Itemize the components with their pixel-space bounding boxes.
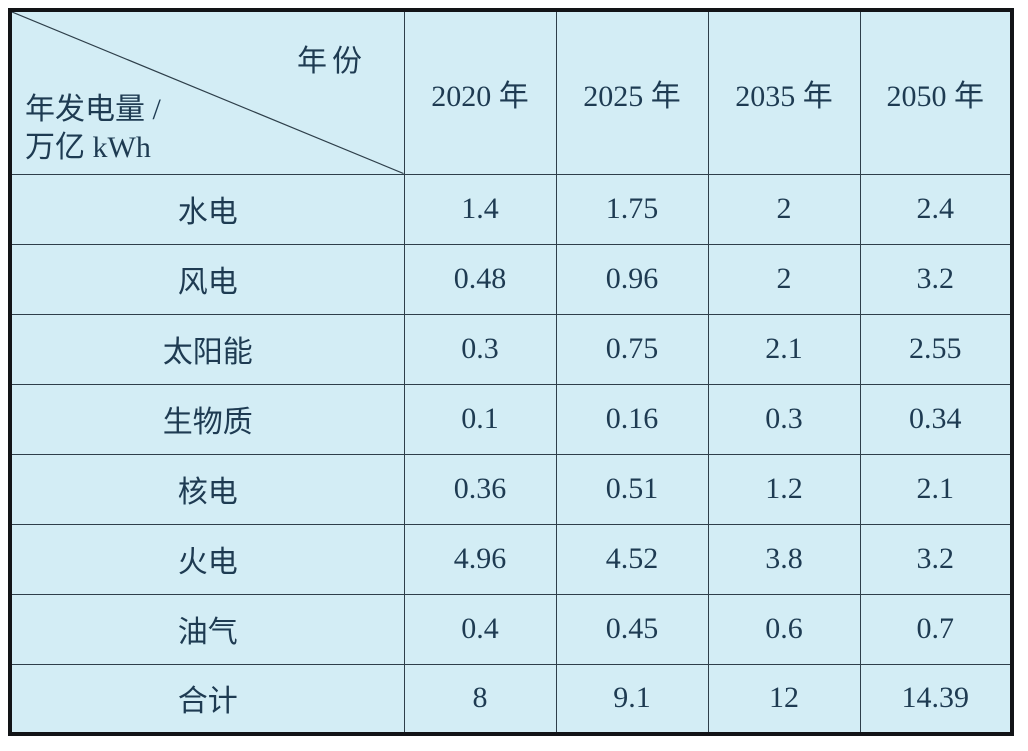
row-label: 风电 (9, 243, 405, 315)
value-cell: 9.1 (555, 663, 709, 735)
value-cell: 3.2 (859, 523, 1013, 595)
value-cell: 8 (403, 663, 557, 735)
column-header-2025: 2025 年 (555, 9, 709, 175)
table-row: 油气 0.4 0.45 0.6 0.7 (9, 593, 1013, 665)
value-cell: 2 (707, 173, 861, 245)
value-cell: 0.6 (707, 593, 861, 665)
table-row: 核电 0.36 0.51 1.2 2.1 (9, 453, 1013, 525)
value-cell: 4.96 (403, 523, 557, 595)
corner-header-cell: 年份 年发电量 / 万亿 kWh (9, 9, 405, 175)
value-cell: 0.16 (555, 383, 709, 455)
value-cell: 3.2 (859, 243, 1013, 315)
value-cell: 0.51 (555, 453, 709, 525)
diagonal-divider-line (12, 12, 404, 174)
value-cell: 2.1 (859, 453, 1013, 525)
value-cell: 1.75 (555, 173, 709, 245)
column-header-2035: 2035 年 (707, 9, 861, 175)
value-cell: 3.8 (707, 523, 861, 595)
table-row: 风电 0.48 0.96 2 3.2 (9, 243, 1013, 315)
table-row: 太阳能 0.3 0.75 2.1 2.55 (9, 313, 1013, 385)
corner-year-label: 年份 (297, 45, 367, 78)
value-cell: 0.3 (403, 313, 557, 385)
row-label: 火电 (9, 523, 405, 595)
row-label: 生物质 (9, 383, 405, 455)
column-header-2020: 2020 年 (403, 9, 557, 175)
value-cell: 0.45 (555, 593, 709, 665)
header-row: 年份 年发电量 / 万亿 kWh 2020 年 2025 年 2035 年 20… (9, 9, 1013, 175)
value-cell: 0.34 (859, 383, 1013, 455)
value-cell: 1.2 (707, 453, 861, 525)
value-cell: 0.7 (859, 593, 1013, 665)
table-row: 火电 4.96 4.52 3.8 3.2 (9, 523, 1013, 595)
value-cell: 0.75 (555, 313, 709, 385)
table-body: 水电 1.4 1.75 2 2.4 风电 0.48 0.96 2 3.2 太阳能 0.3 0.75 2.1… (9, 173, 1013, 735)
value-cell: 4.52 (555, 523, 709, 595)
table-row: 合计 8 9.1 12 14.39 (9, 663, 1013, 735)
value-cell: 0.36 (403, 453, 557, 525)
value-cell: 0.4 (403, 593, 557, 665)
value-cell: 12 (707, 663, 861, 735)
value-cell: 1.4 (403, 173, 557, 245)
corner-metric-label-line1: 年发电量 / (25, 93, 161, 126)
value-cell: 0.3 (707, 383, 861, 455)
value-cell: 14.39 (859, 663, 1013, 735)
power-generation-table: 年份 年发电量 / 万亿 kWh 2020 年 2025 年 2035 年 20… (8, 8, 1014, 736)
value-cell: 0.48 (403, 243, 557, 315)
row-label: 合计 (9, 663, 405, 735)
value-cell: 2.55 (859, 313, 1013, 385)
value-cell: 0.96 (555, 243, 709, 315)
row-label: 油气 (9, 593, 405, 665)
value-cell: 2.1 (707, 313, 861, 385)
row-label: 水电 (9, 173, 405, 245)
table-row: 生物质 0.1 0.16 0.3 0.34 (9, 383, 1013, 455)
table-row: 水电 1.4 1.75 2 2.4 (9, 173, 1013, 245)
row-label: 核电 (9, 453, 405, 525)
value-cell: 2 (707, 243, 861, 315)
row-label: 太阳能 (9, 313, 405, 385)
value-cell: 2.4 (859, 173, 1013, 245)
value-cell: 0.1 (403, 383, 557, 455)
corner-metric-label-line2: 万亿 kWh (25, 131, 151, 164)
column-header-2050: 2050 年 (859, 9, 1013, 175)
